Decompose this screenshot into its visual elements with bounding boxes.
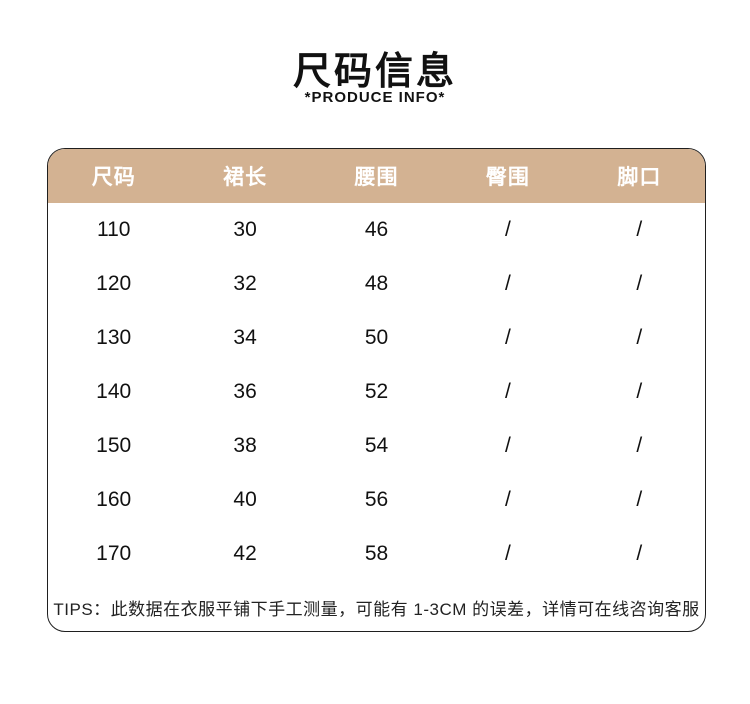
table-cell: / — [505, 542, 511, 565]
table-cell: 42 — [233, 542, 257, 565]
page-subtitle: *PRODUCE INFO* — [304, 89, 446, 106]
table-cell: / — [505, 218, 511, 241]
table-row: 110 30 46 / / — [48, 203, 705, 257]
table-cell: / — [636, 326, 643, 349]
table-cell: 170 — [96, 542, 132, 565]
size-table: 尺码 裙长 腰围 臀围 脚口 110 30 46//120 32 48//130 34 50//14… — [47, 148, 706, 632]
size-table-header-cell: 腰围 — [354, 166, 399, 189]
table-cell: / — [505, 488, 511, 511]
size-table-header-cell: 臀围 — [485, 166, 530, 189]
table-cell: 54 — [364, 434, 389, 457]
size-table-header-cell: 脚口 — [617, 166, 662, 189]
table-cell: / — [505, 326, 511, 349]
table-row: 150 38 54 / / — [48, 419, 705, 473]
table-cell: / — [505, 272, 511, 295]
table-cell: 160 — [96, 488, 132, 511]
page-title: 尺码信息 — [292, 49, 457, 93]
table-cell: 30 — [233, 218, 257, 241]
table-cell: 32 — [233, 272, 257, 295]
table-cell: 34 — [233, 326, 257, 349]
table-cell: 36 — [233, 380, 257, 403]
table-cell: 140 — [96, 380, 132, 403]
table-cell: 120 — [96, 272, 132, 295]
table-row: 120 32 48 / / — [48, 257, 705, 311]
table-row: 160 40 56 / / — [48, 473, 705, 527]
table-cell: / — [636, 218, 643, 241]
table-cell: / — [505, 434, 511, 457]
table-cell: / — [636, 488, 643, 511]
table-cell: / — [636, 542, 643, 565]
table-cell: 58 — [364, 542, 389, 565]
table-cell: / — [636, 380, 643, 403]
table-cell: / — [505, 380, 511, 403]
table-cell: / — [636, 272, 643, 295]
table-cell: 40 — [233, 488, 257, 511]
size-table-body: 110 30 46 / / 120 32 48 / / 130 34 50 / / 140 36 52 / / 150 3… — [48, 203, 705, 581]
size-table-header-cell: 裙长 — [223, 166, 268, 189]
size-table-header-row: 尺码 裙长 腰围 臀围 脚口 — [48, 149, 705, 203]
table-cell: 50 — [364, 326, 389, 349]
table-row: 140 36 52 / / — [48, 365, 705, 419]
size-table-tips: TIPS：此数据在衣服平铺下手工测量，可能有 1-3CM 的误差，详情可在线咨询… — [53, 599, 700, 619]
table-cell: / — [636, 434, 643, 457]
table-cell: 56 — [364, 488, 389, 511]
table-cell: 38 — [233, 434, 257, 457]
table-cell: 110 — [96, 218, 131, 241]
table-cell: 52 — [364, 380, 389, 403]
table-row: 170 42 58 / / — [48, 527, 705, 581]
table-cell: 48 — [364, 272, 389, 295]
table-cell: 46 — [364, 218, 389, 241]
size-table-header-cell: 尺码 — [91, 166, 136, 189]
table-cell: 130 — [96, 326, 132, 349]
table-row: 130 34 50 / / — [48, 311, 705, 365]
table-cell: 150 — [96, 434, 132, 457]
